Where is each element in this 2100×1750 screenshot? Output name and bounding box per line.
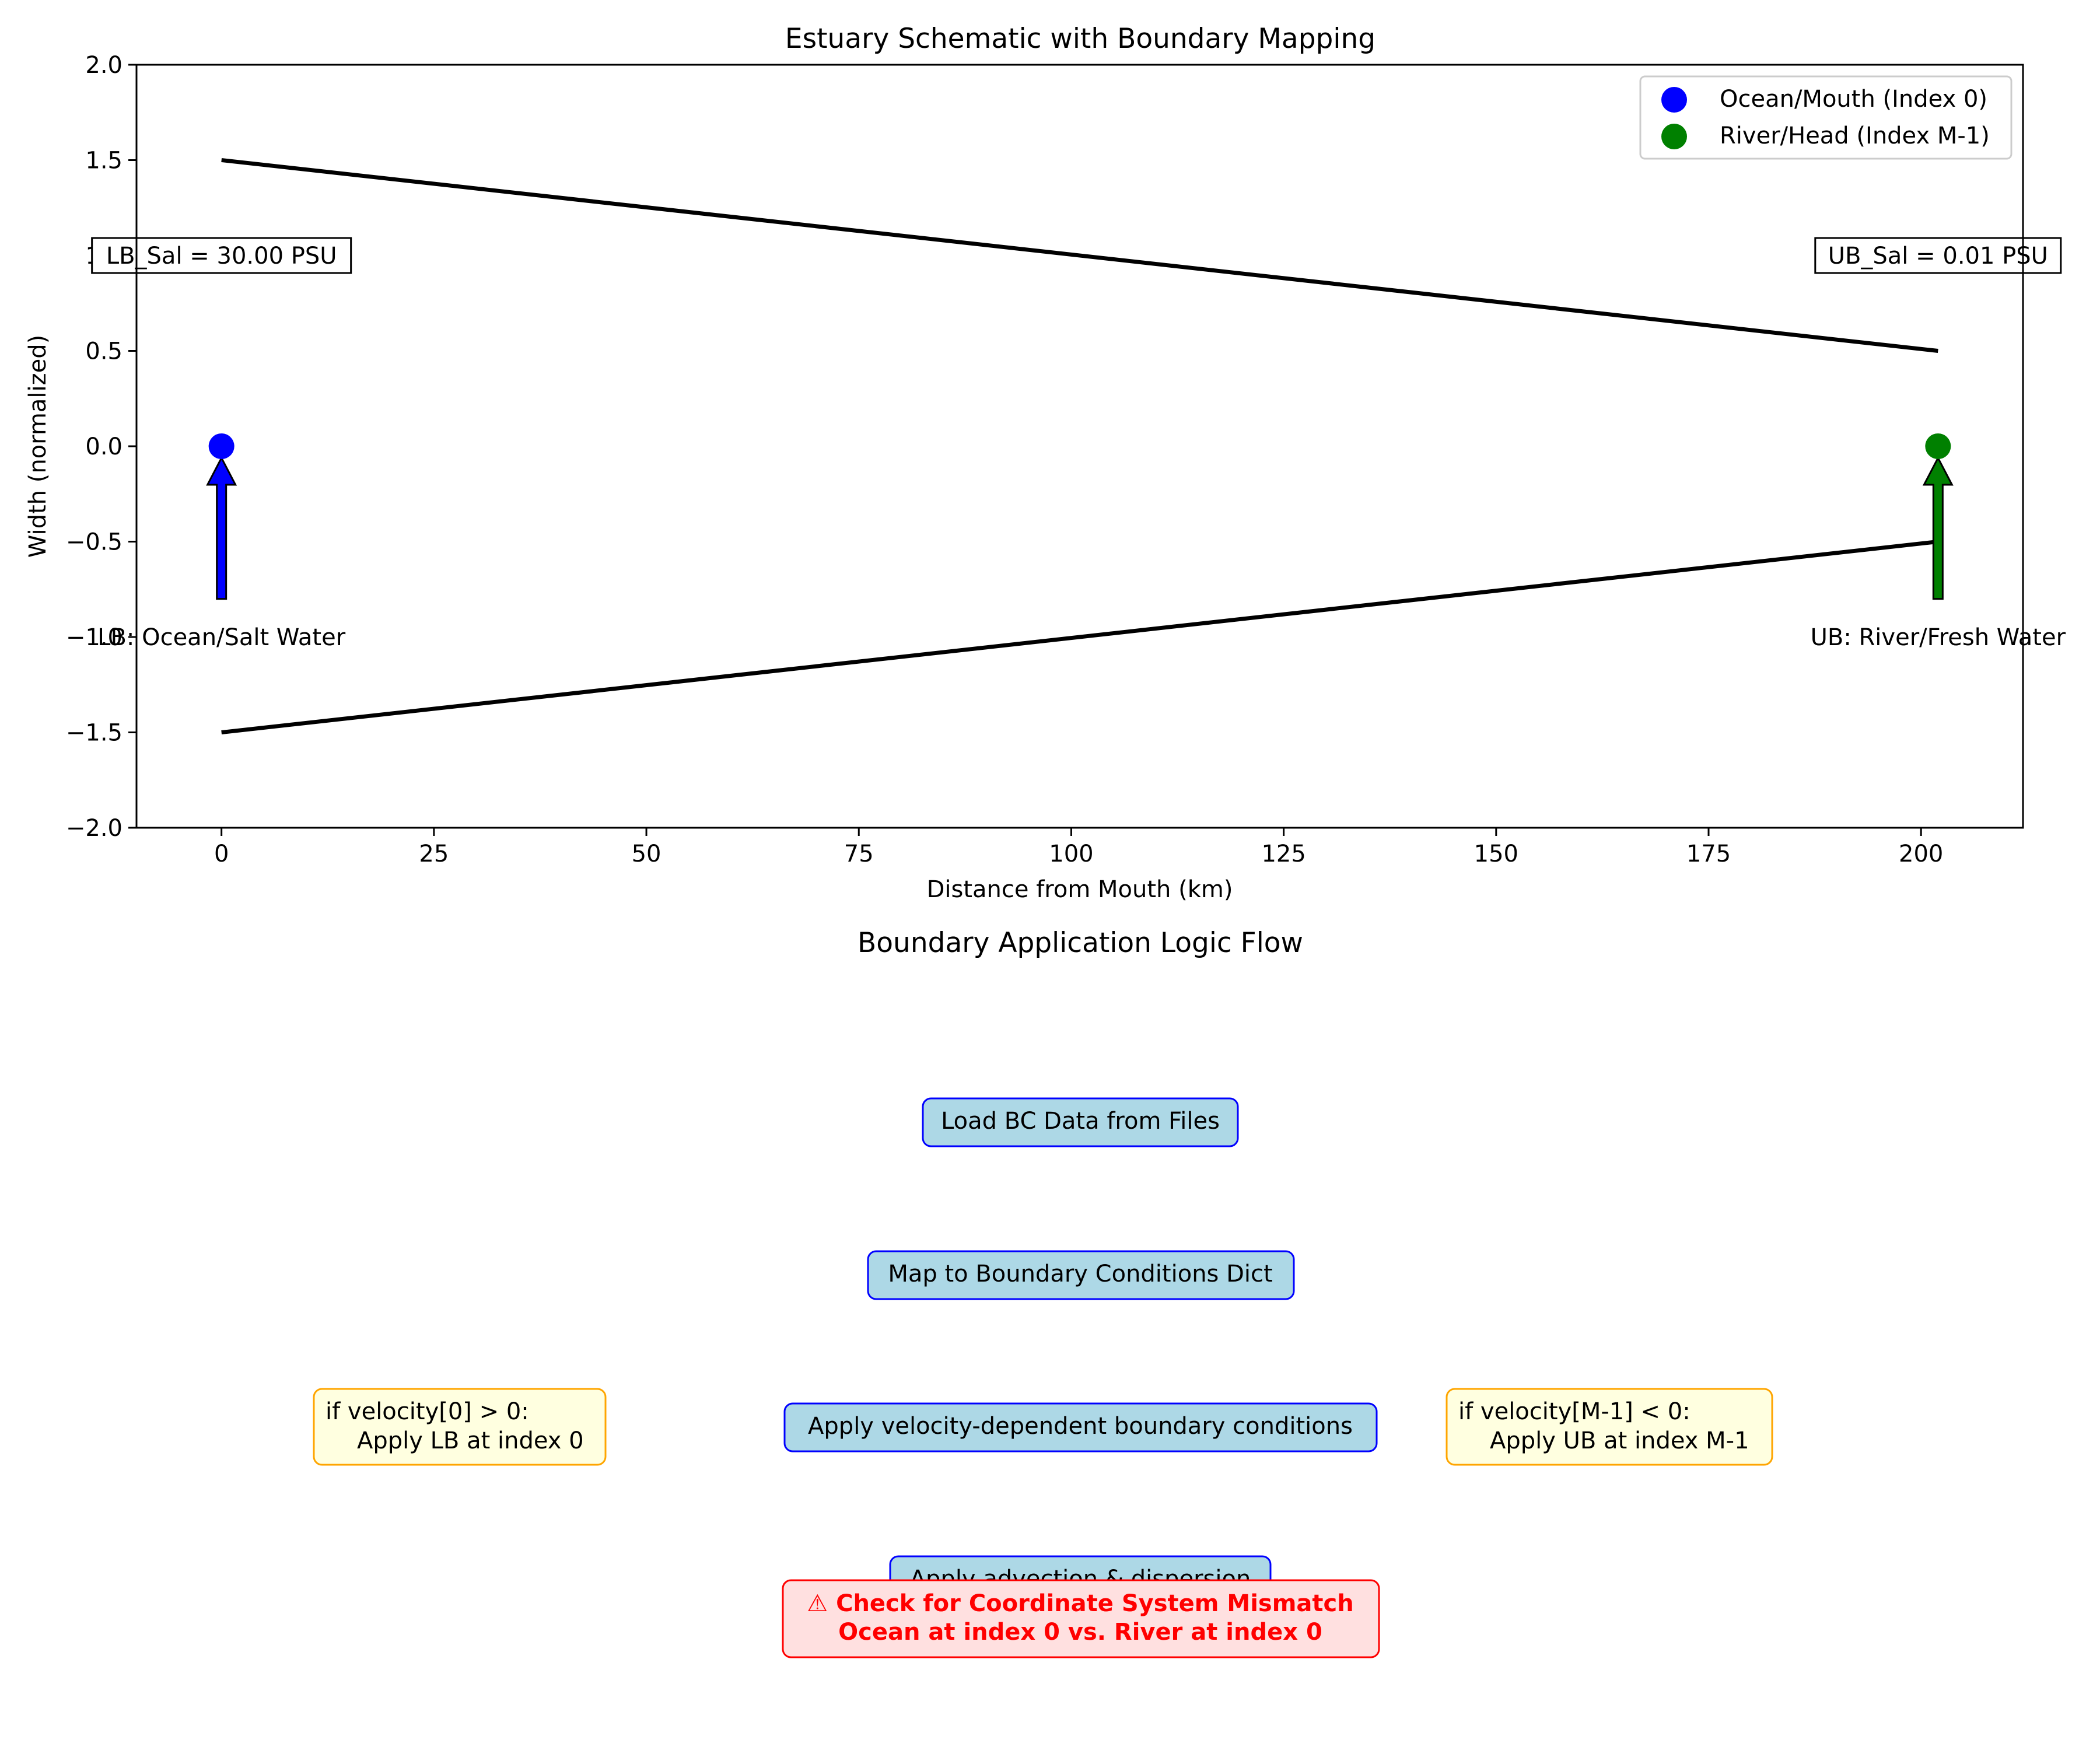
y-tick-label: 0.5 — [85, 338, 123, 365]
flow-step-map-text: Map to Boundary Conditions Dict — [888, 1261, 1272, 1287]
flow-warning-line2: Ocean at index 0 vs. River at index 0 — [838, 1619, 1322, 1646]
x-tick-label: 50 — [632, 841, 662, 867]
x-tick-label: 25 — [419, 841, 449, 867]
boundary-points — [208, 433, 1951, 459]
flow-note-left: if velocity[0] > 0: Apply LB at index 0 — [313, 1388, 607, 1466]
river-head-point — [1925, 433, 1951, 459]
x-tick-label: 150 — [1474, 841, 1518, 867]
axis-ticks: 0 25 50 75 100 125 150 175 200 −2.0 −1.5 −1.0 −0.5 0.… — [66, 52, 1944, 867]
flow-step-velocity-text: Apply velocity-dependent boundary condit… — [808, 1413, 1353, 1440]
legend-label-ocean: Ocean/Mouth (Index 0) — [1720, 86, 1987, 113]
flow-note-right: if velocity[M-1] < 0: Apply UB at index … — [1446, 1388, 1773, 1466]
logic-flow-diagram: Boundary Application Logic Flow Load BC … — [313, 927, 1773, 1658]
upper-bank-line — [221, 158, 1938, 353]
x-tick-label: 75 — [844, 841, 874, 867]
legend-marker-ocean — [1661, 87, 1687, 113]
y-tick-label: 0.0 — [85, 433, 123, 460]
flow-note-right-line1: if velocity[M-1] < 0: — [1458, 1398, 1690, 1425]
estuary-chart: Estuary Schematic with Boundary Mapping … — [24, 23, 2066, 903]
y-tick-label: −1.0 — [66, 624, 123, 651]
y-tick-label: −2.0 — [66, 815, 123, 842]
x-tick-label: 175 — [1686, 841, 1731, 867]
plot-frame — [135, 64, 2024, 829]
ub-arrow-label: UB: River/Fresh Water — [1811, 624, 2066, 651]
flow-note-right-line2: Apply UB at index M-1 — [1490, 1427, 1749, 1454]
ub-salinity-box — [1814, 237, 2062, 274]
flow-title: Boundary Application Logic Flow — [858, 927, 1303, 959]
ocean-mouth-point — [208, 433, 235, 459]
flow-step-load-text: Load BC Data from Files — [941, 1108, 1220, 1135]
lb-arrow-label: LB: Ocean/Salt Water — [97, 624, 346, 651]
flow-step-velocity: Apply velocity-dependent boundary condit… — [783, 1402, 1378, 1452]
chart-title: Estuary Schematic with Boundary Mapping — [785, 23, 1376, 55]
lb-salinity-text: LB_Sal = 30.00 PSU — [106, 243, 337, 270]
legend-frame — [1639, 75, 2013, 160]
x-tick-label: 100 — [1049, 841, 1093, 867]
plot-area — [136, 65, 2023, 828]
flow-warning-line1: ⚠ Check for Coordinate System Mismatch — [807, 1590, 1353, 1617]
lower-bank-line — [221, 540, 1938, 734]
x-tick-label: 200 — [1899, 841, 1943, 867]
y-tick-label: 1.5 — [85, 148, 123, 174]
x-tick-label: 0 — [214, 841, 229, 867]
legend: Ocean/Mouth (Index 0) River/Head (Index … — [1639, 75, 2013, 160]
ub-salinity-text: UB_Sal = 0.01 PSU — [1828, 243, 2048, 270]
y-tick-label: 2.0 — [85, 52, 123, 79]
legend-marker-river — [1661, 124, 1687, 149]
legend-label-river: River/Head (Index M-1) — [1720, 123, 1990, 149]
ub-arrow — [1922, 456, 1954, 600]
flow-step-map: Map to Boundary Conditions Dict — [867, 1250, 1295, 1300]
y-axis-label: Width (normalized) — [24, 335, 51, 558]
flow-warning: ⚠ Check for Coordinate System Mismatch O… — [782, 1579, 1380, 1658]
x-axis-label: Distance from Mouth (km) — [927, 876, 1233, 903]
lb-salinity-box — [91, 237, 352, 274]
lb-arrow — [206, 456, 237, 600]
y-tick-label: −0.5 — [66, 529, 123, 556]
salinity-annotations: LB_Sal = 30.00 PSU UB_Sal = 0.01 PSU — [91, 237, 2062, 274]
flow-note-left-line2: Apply LB at index 0 — [357, 1427, 584, 1454]
y-tick-label: −1.5 — [66, 720, 123, 747]
series-lines — [221, 158, 1938, 734]
flow-step-load: Load BC Data from Files — [922, 1097, 1239, 1147]
x-tick-label: 125 — [1261, 841, 1306, 867]
flow-note-left-line1: if velocity[0] > 0: — [326, 1398, 529, 1425]
